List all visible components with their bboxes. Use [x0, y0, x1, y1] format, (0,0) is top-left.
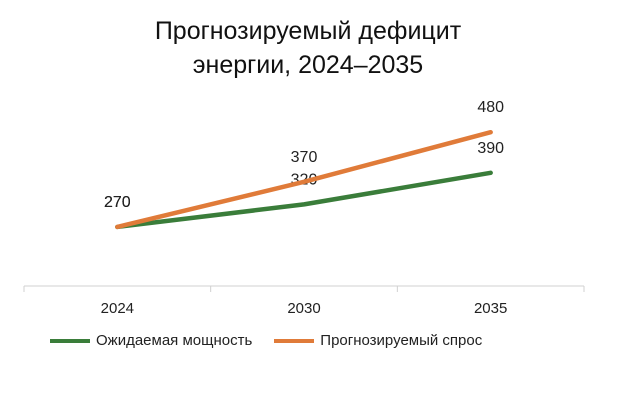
legend-item-demand: Прогнозируемый спрос — [274, 332, 482, 349]
legend-swatch-capacity — [50, 338, 90, 343]
data-label: 390 — [477, 140, 504, 157]
data-label: 270 — [104, 194, 131, 211]
series-line-demand — [115, 129, 493, 230]
data-label: 480 — [477, 99, 504, 116]
chart-title-line1: Прогнозируемый дефицит — [154, 17, 462, 45]
chart-title: Прогнозируемый дефицит энергии, 2024–203… — [0, 14, 616, 82]
legend-label-demand: Прогнозируемый спрос — [320, 332, 483, 349]
series-line-capacity — [115, 170, 493, 230]
legend-swatch-demand — [274, 338, 315, 343]
chart-title-line2: энергии, 2024–2035 — [192, 51, 424, 79]
data-label: 270 — [104, 194, 131, 211]
x-tick-label: 2035 — [474, 300, 507, 317]
chart-legend: Ожидаемая мощность Прогнозируемый спрос — [50, 332, 504, 349]
legend-label-capacity: Ожидаемая мощность — [96, 332, 253, 349]
data-label: 370 — [291, 149, 318, 166]
legend-item-capacity: Ожидаемая мощность — [50, 332, 252, 349]
x-tick-label: 2024 — [101, 300, 134, 317]
x-tick-label: 2030 — [287, 300, 320, 317]
